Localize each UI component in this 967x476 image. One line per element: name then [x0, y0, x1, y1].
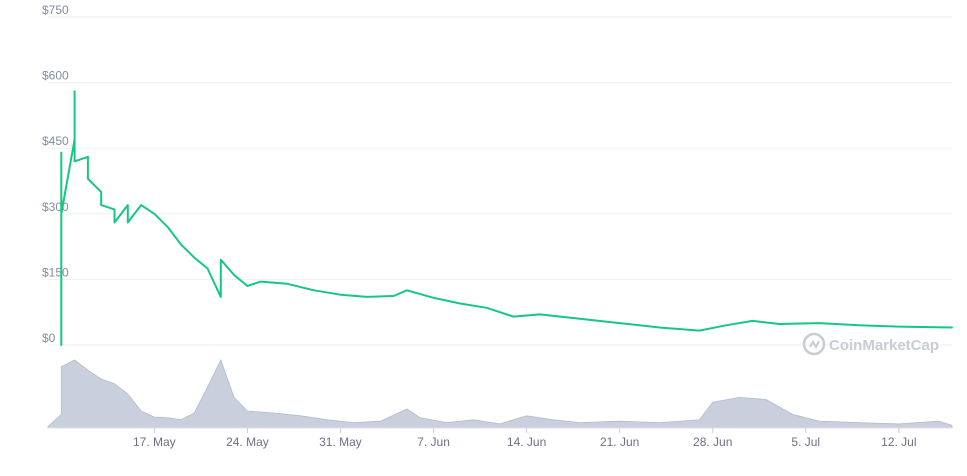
watermark-text: CoinMarketCap [829, 337, 939, 354]
x-tick-label: 5. Jul [791, 435, 820, 449]
price-line-group [60, 90, 953, 346]
volume-area-group [47, 358, 953, 429]
x-tick-label: 7. Jun [417, 435, 450, 449]
y-tick-label: $150 [42, 265, 69, 279]
y-axis-ticks: $0 $150 $300 $450 $600 $750 [42, 3, 69, 345]
x-tick-label: 28. Jun [693, 435, 732, 449]
volume-area [47, 358, 953, 429]
x-tick-label: 24. May [226, 435, 269, 449]
price-line [60, 90, 953, 346]
coinmarketcap-logo-icon [802, 332, 826, 356]
x-axis-ticks: 17. May 24. May 31. May 7. Jun 14. Jun 21. Ju… [133, 428, 917, 449]
y-tick-label: $0 [42, 331, 56, 345]
x-tick-label: 17. May [133, 435, 176, 449]
x-tick-label: 12. Jul [881, 435, 916, 449]
x-tick-label: 21. Jun [600, 435, 639, 449]
y-tick-label: $600 [42, 69, 69, 83]
y-tick-label: $450 [42, 134, 69, 148]
y-tick-label: $750 [42, 3, 69, 17]
x-tick-label: 31. May [319, 435, 362, 449]
watermark: CoinMarketCap [802, 332, 939, 356]
x-tick-label: 14. Jun [507, 435, 546, 449]
y-tick-label: $300 [42, 200, 69, 214]
grid-lines [48, 16, 952, 346]
